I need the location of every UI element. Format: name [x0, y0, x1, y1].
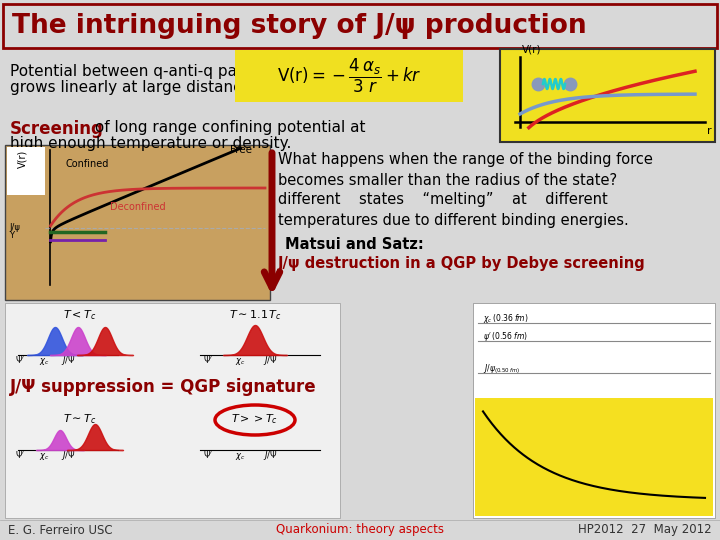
Text: $\Psi'$: $\Psi'$	[203, 449, 213, 460]
Text: r: r	[707, 126, 711, 136]
Text: Deconfined: Deconfined	[110, 202, 166, 212]
Text: $\Psi'$: $\Psi'$	[15, 354, 25, 365]
Text: HP2012  27  May 2012: HP2012 27 May 2012	[578, 523, 712, 537]
Bar	[473, 303, 715, 518]
Text: high enough temperature or density.: high enough temperature or density.	[10, 136, 292, 151]
Text: The intringuing story of J/ψ production: The intringuing story of J/ψ production	[12, 13, 587, 39]
Text: What happens when the range of the binding force
becomes smaller than the radius: What happens when the range of the bindi…	[278, 152, 653, 188]
Text: $J/\Psi$: $J/\Psi$	[60, 449, 76, 462]
Text: V(r): V(r)	[522, 45, 541, 55]
Text: $J/\Psi$: $J/\Psi$	[263, 354, 277, 367]
Text: $\Psi'$: $\Psi'$	[203, 354, 213, 365]
Bar	[5, 145, 270, 300]
Bar	[500, 49, 715, 142]
Bar	[0, 520, 720, 540]
Text: $T >> T_c$: $T >> T_c$	[231, 412, 279, 426]
Bar	[5, 303, 340, 518]
Text: $\Psi'$: $\Psi'$	[15, 449, 25, 460]
Bar	[7, 147, 45, 195]
Bar	[475, 398, 713, 516]
Text: Screening: Screening	[10, 120, 104, 138]
Text: J/Ψ suppression = QGP signature: J/Ψ suppression = QGP signature	[10, 378, 317, 396]
Text: J/ψ: J/ψ	[9, 223, 20, 232]
Text: $J/\Psi$: $J/\Psi$	[263, 449, 277, 462]
Text: V(r): V(r)	[17, 150, 27, 168]
Text: $T \sim T_c$: $T \sim T_c$	[63, 412, 96, 426]
Text: $T < T_c$: $T < T_c$	[63, 308, 96, 322]
Text: grows linearly at large distances: grows linearly at large distances	[10, 80, 259, 95]
Bar	[235, 50, 463, 102]
Bar	[3, 4, 717, 48]
Text: Confined: Confined	[65, 159, 109, 169]
Text: $\chi_c$: $\chi_c$	[39, 356, 49, 367]
Text: $\chi_c\,(0.36\;fm)$: $\chi_c\,(0.36\;fm)$	[483, 312, 528, 325]
Text: J/ψ destruction in a QGP by Debye screening: J/ψ destruction in a QGP by Debye screen…	[278, 256, 646, 271]
Text: Potential between q-anti-q pair: Potential between q-anti-q pair	[10, 64, 248, 79]
Text: $\chi_c$: $\chi_c$	[235, 356, 246, 367]
Text: of long range confining potential at: of long range confining potential at	[90, 120, 366, 135]
Text: Y: Y	[9, 231, 14, 240]
Text: $J/\psi_{(0.50\;fm)}$: $J/\psi_{(0.50\;fm)}$	[483, 362, 521, 375]
Text: E. G. Ferreiro USC: E. G. Ferreiro USC	[8, 523, 112, 537]
Text: Quarkonium: theory aspects: Quarkonium: theory aspects	[276, 523, 444, 537]
Text: $\mathrm{V(r)} = -\dfrac{4\,\alpha_s}{3\;r} + kr$: $\mathrm{V(r)} = -\dfrac{4\,\alpha_s}{3\…	[276, 57, 421, 95]
Text: $\chi_c$: $\chi_c$	[39, 451, 49, 462]
Text: Matsui and Satz:: Matsui and Satz:	[285, 237, 424, 252]
Bar	[0, 48, 720, 522]
Text: $J/\Psi$: $J/\Psi$	[60, 354, 76, 367]
Text: $\chi_c$: $\chi_c$	[235, 451, 246, 462]
Text: different    states    “melting”    at    different
temperatures due to differen: different states “melting” at different …	[278, 192, 629, 228]
Text: $T \sim 1.1\,T_c$: $T \sim 1.1\,T_c$	[228, 308, 282, 322]
Text: Free: Free	[230, 145, 252, 155]
Text: $\psi'\,(0.56\;fm)$: $\psi'\,(0.56\;fm)$	[483, 330, 528, 343]
